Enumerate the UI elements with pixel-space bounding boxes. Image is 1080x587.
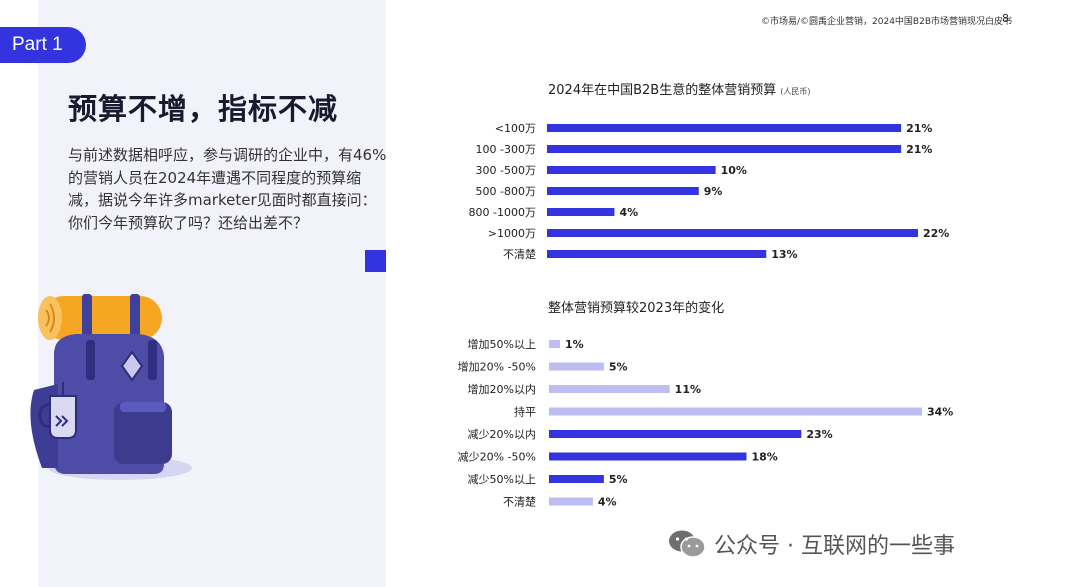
value-label: 21% [906,122,932,135]
value-label: 9% [704,185,723,198]
watermark: 公众号 · 互联网的一些事 [668,528,955,560]
category-label: 500 -800万 [476,185,536,198]
bar [549,497,593,506]
part-badge: Part 1 [0,27,86,63]
value-label: 5% [609,361,628,374]
bar [547,145,902,153]
value-label: 18% [751,451,777,464]
source-citation: ©市场易/©圆禹企业营销，2024中国B2B市场营销现况白皮书 [760,17,1012,27]
left-panel [38,0,386,587]
chart-2-title: 整体营销预算较2023年的变化 [548,297,724,316]
wechat-icon [669,530,706,558]
chart-1-title: 2024年在中国B2B生意的整体营销预算 (人民币) [548,79,810,98]
body-text: 与前述数据相呼应，参与调研的企业中，有46%的营销人员在2024年遭遇不同程度的… [68,146,387,232]
category-label: 减少20%以内 [468,427,536,441]
chart-2: 增加50%以上 1% 增加20% -50% 5% 增加20%以内 11% 持平 34% 减少20… [458,337,954,509]
chart-1-title-text: 2024年在中国B2B生意的整体营销预算 [548,83,777,98]
category-label: 增加20% -50% [458,360,536,374]
value-label: 13% [771,248,797,261]
bar [549,407,922,416]
page-number: 8 [1002,12,1009,25]
bar [549,475,604,483]
watermark-text: 公众号 · 互联网的一些事 [714,534,955,559]
category-label: 减少20% -50% [458,451,536,464]
category-label: <100万 [495,122,536,135]
category-label: 100 -300万 [476,143,536,156]
category-label: 增加50%以上 [468,337,536,351]
value-label: 4% [598,496,617,509]
value-label: 34% [927,406,953,419]
value-label: 4% [619,206,638,219]
bar [547,124,902,132]
value-label: 22% [923,227,949,240]
bar [547,187,699,195]
chart-1: <100万 21% 100 -300万 21% 300 -500万 10% 500 -800… [469,122,950,261]
category-label: 不清楚 [503,247,536,261]
value-label: 10% [721,164,747,177]
bar [547,166,716,174]
value-label: 5% [609,473,628,486]
bar [549,452,747,461]
category-label: 不清楚 [503,495,536,509]
category-label: 300 -500万 [476,164,536,177]
category-label: 减少50%以上 [468,473,536,486]
accent-square [365,250,386,272]
category-label: >1000万 [488,227,536,240]
value-label: 23% [806,428,832,441]
bar [549,340,560,348]
category-label: 持平 [514,405,536,419]
chart-1-unit: (人民币) [780,87,811,96]
chart-2-title-text: 整体营销预算较2023年的变化 [548,301,725,316]
bar [549,362,604,371]
category-label: 800 -1000万 [469,206,536,219]
value-label: 21% [906,143,932,156]
bar [547,250,767,258]
page-title: 预算不增，指标不减 [68,92,339,126]
value-label: 11% [675,383,701,396]
bar [547,208,615,216]
category-label: 增加20%以内 [468,382,536,396]
value-label: 1% [565,338,584,351]
bar [549,385,670,393]
bar [547,229,918,237]
backpack-icon [30,294,192,480]
bar [549,430,802,438]
